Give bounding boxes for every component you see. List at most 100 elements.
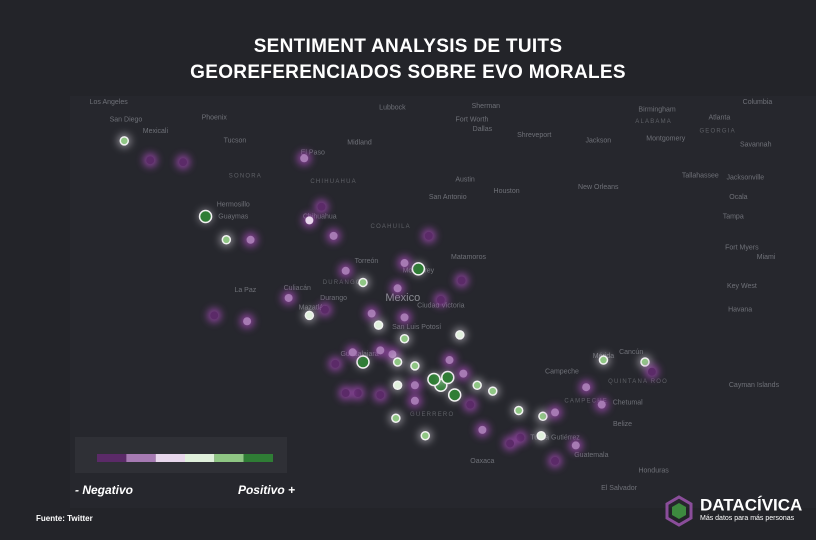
place-label: Shreveport	[517, 132, 551, 139]
map: SONORA CHIHUAHUA COAHUILA DURANGO ALABAMA GEO…	[90, 99, 780, 492]
sentiment-point	[367, 309, 376, 318]
region-label: CHIHUAHUA	[310, 179, 356, 185]
legend-swatch	[185, 454, 215, 462]
place-label: Tuxtla Gutiérrez	[530, 434, 580, 441]
sentiment-point	[478, 425, 487, 434]
region-label: CAMPECHE	[564, 398, 608, 404]
sentiment-point	[459, 369, 468, 378]
sentiment-point	[597, 400, 606, 409]
sentiment-point	[341, 266, 350, 275]
sentiment-point	[146, 156, 155, 165]
sentiment-point	[538, 411, 548, 422]
place-label: Jacksonville	[726, 175, 764, 182]
sentiment-point	[198, 209, 213, 224]
place-label: Honduras	[638, 467, 669, 474]
place-label: Tallahassee	[682, 173, 719, 180]
sentiment-point	[455, 330, 465, 340]
legend-high: Positivo +	[238, 483, 295, 497]
sentiment-point	[551, 408, 560, 417]
place-label: Matamoros	[451, 254, 487, 261]
sentiment-point	[506, 439, 515, 448]
sentiment-point	[457, 276, 466, 285]
sentiment-point	[551, 456, 560, 465]
brand-tagline: Más datos para más personas	[700, 515, 795, 522]
sentiment-point	[571, 441, 580, 450]
place-label: Belize	[613, 421, 632, 428]
place-label: San Luis Potosí	[392, 324, 441, 331]
sentiment-point	[513, 405, 524, 416]
sentiment-point	[441, 370, 455, 385]
place-label: Oaxaca	[470, 458, 494, 465]
sentiment-point	[353, 389, 362, 398]
sentiment-point	[320, 305, 329, 314]
region-label: Mexico	[385, 292, 420, 304]
place-label: Cancún	[619, 349, 643, 356]
sentiment-point	[392, 380, 403, 391]
region-label: DURANGO	[323, 280, 362, 286]
place-label: Miami	[757, 254, 776, 261]
place-label: Hermosillo	[217, 202, 250, 209]
place-label: Ocala	[729, 194, 747, 201]
place-label: Key West	[727, 283, 757, 290]
place-label: Tucson	[224, 138, 247, 145]
sentiment-point	[300, 154, 309, 163]
sentiment-point	[348, 348, 357, 357]
sentiment-point	[284, 293, 293, 302]
sentiment-point	[119, 136, 130, 146]
region-label: GUERRERO	[410, 412, 454, 418]
sentiment-point	[424, 231, 433, 240]
sentiment-point	[427, 372, 441, 387]
place-label: San Antonio	[429, 194, 467, 201]
sentiment-point	[331, 359, 340, 368]
sentiment-point	[598, 355, 609, 365]
legend	[97, 454, 273, 462]
sentiment-point	[582, 383, 591, 392]
brand-name: DATACÍVICA	[700, 495, 802, 514]
sentiment-point	[304, 310, 315, 321]
place-label: Sherman	[472, 103, 501, 110]
sentiment-point	[516, 433, 525, 442]
sentiment-point	[221, 235, 232, 245]
place-label: Fort Myers	[725, 244, 759, 251]
place-label: Dallas	[473, 126, 493, 133]
region-label: ALABAMA	[635, 119, 672, 125]
sentiment-point	[411, 262, 426, 276]
place-label: Houston	[494, 188, 520, 195]
place-label: Jackson	[585, 138, 611, 145]
sentiment-point	[317, 202, 326, 211]
place-label: Guaymas	[218, 213, 248, 220]
sentiment-point	[466, 400, 475, 409]
region-label: SONORA	[229, 173, 262, 179]
sentiment-point	[376, 346, 385, 355]
place-label: Lubbock	[379, 105, 406, 112]
place-label: Cayman Islands	[729, 382, 780, 389]
sentiment-point	[358, 277, 368, 288]
sentiment-point	[447, 388, 462, 402]
place-label: Tampa	[723, 213, 744, 220]
place-label: Austin	[455, 176, 475, 183]
sentiment-point	[410, 396, 419, 405]
place-label: Los Angeles	[90, 99, 129, 106]
sentiment-point	[536, 430, 546, 441]
legend-swatch	[97, 454, 127, 462]
legend-swatch	[243, 454, 273, 462]
place-label: Culiacán	[284, 285, 311, 292]
place-label: El Paso	[301, 149, 325, 156]
source: Fuente: Twitter	[36, 514, 93, 523]
sentiment-point	[445, 356, 454, 365]
place-label: Phoenix	[202, 114, 228, 121]
sentiment-point	[373, 320, 384, 330]
place-label: Guatemala	[574, 452, 608, 459]
place-label: Havana	[728, 306, 752, 313]
sentiment-point	[356, 355, 370, 369]
sentiment-point	[179, 158, 188, 167]
sentiment-point	[305, 216, 314, 225]
place-label: Guadalajara	[340, 351, 378, 358]
region-label: QUINTANA ROO	[608, 379, 668, 385]
sentiment-point	[436, 295, 445, 304]
sentiment-point	[210, 311, 219, 320]
sentiment-point	[341, 389, 350, 398]
sentiment-point	[391, 413, 401, 423]
sentiment-point	[410, 361, 420, 371]
